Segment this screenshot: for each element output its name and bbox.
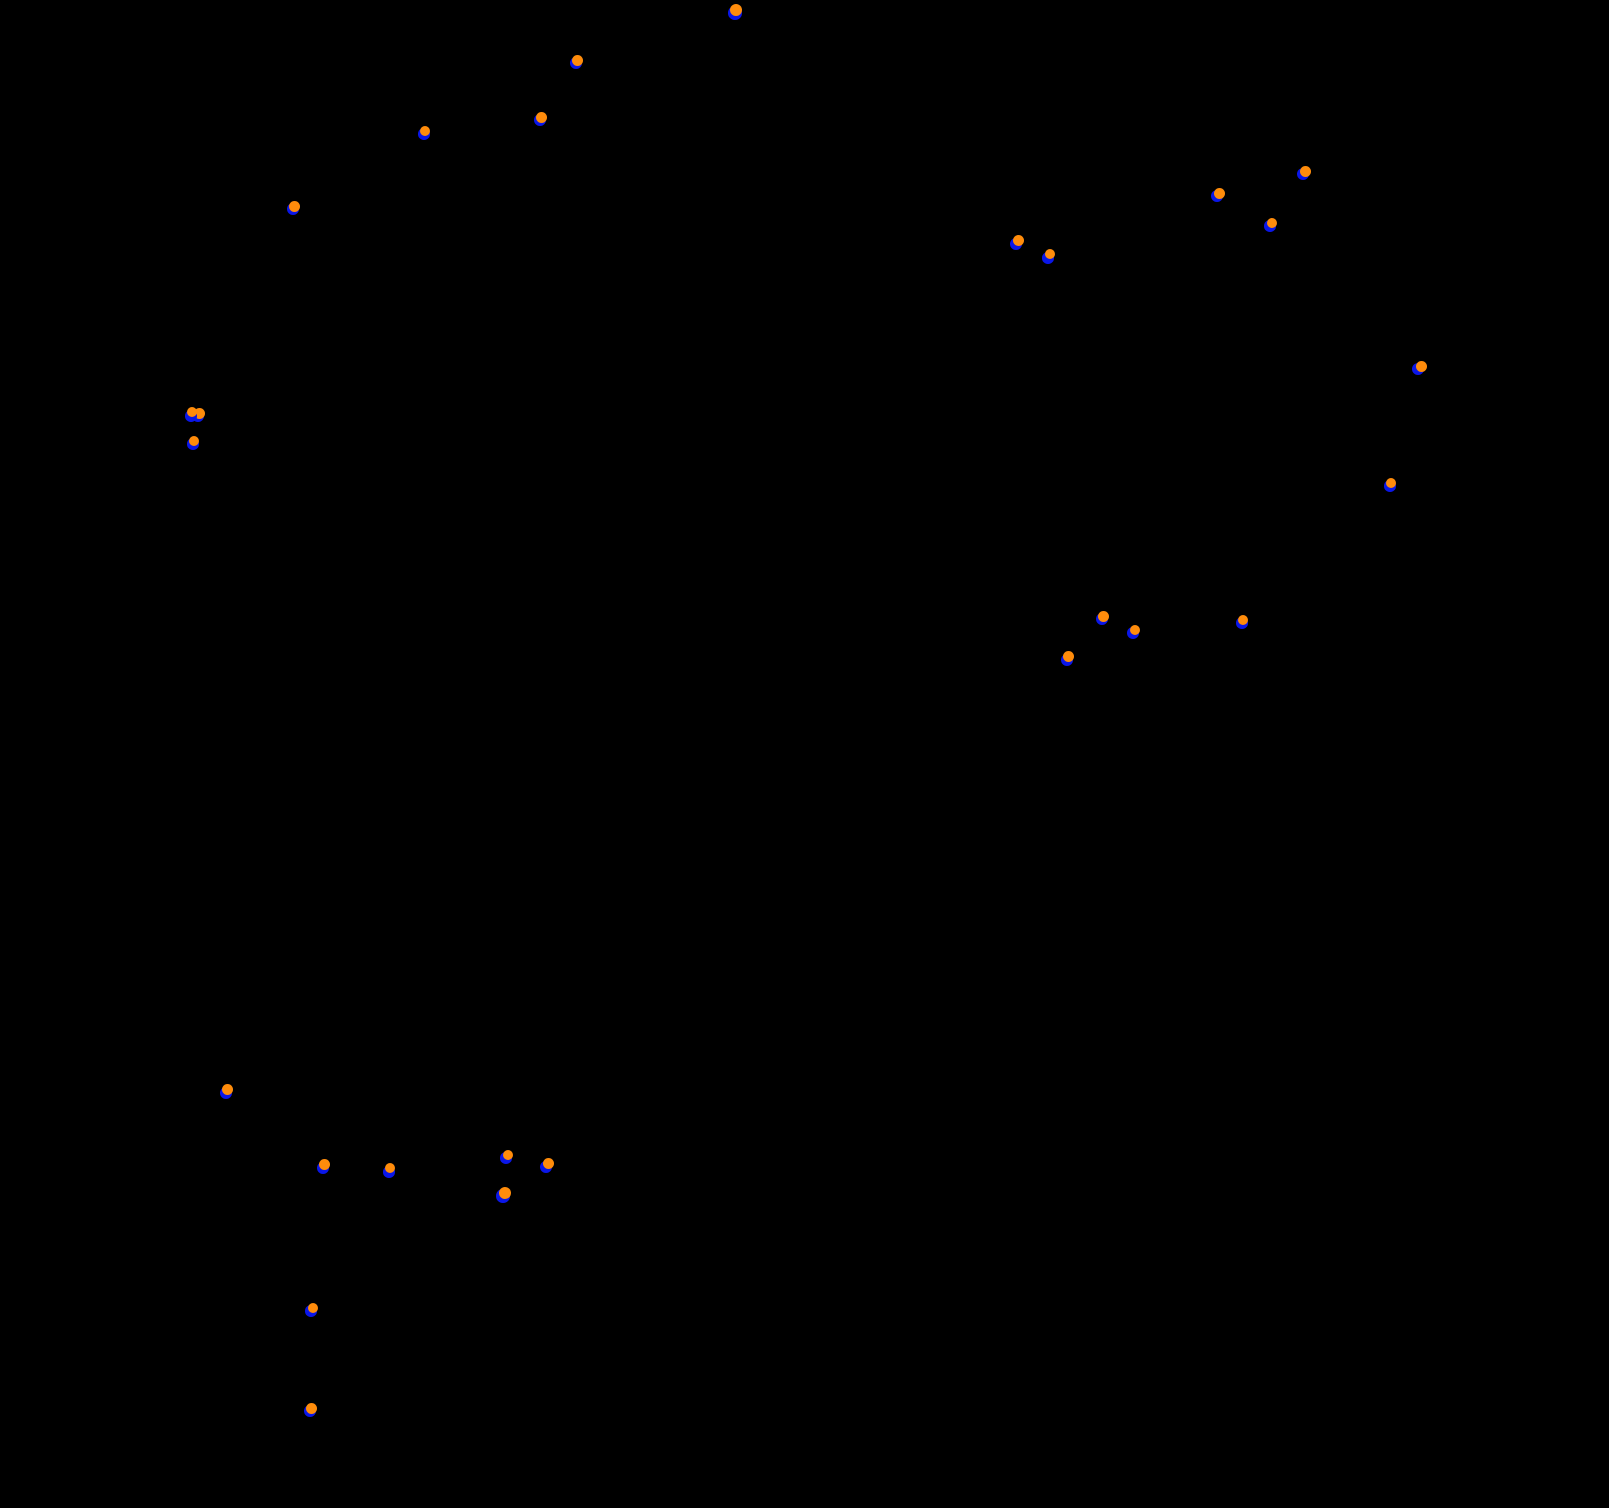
marker-core-icon [571, 54, 583, 66]
marker-core-icon [1415, 360, 1427, 372]
marker-core-icon [221, 1083, 233, 1095]
marker-core-icon [420, 126, 430, 136]
marker-core-icon [542, 1157, 554, 1169]
marker-core-icon [730, 4, 742, 16]
marker-core-icon [193, 407, 205, 419]
marker-core-icon [288, 200, 300, 212]
marker-core-icon [318, 1158, 330, 1170]
marker-core-icon [535, 111, 547, 123]
marker-core-icon [1062, 650, 1074, 662]
marker-core-icon [1097, 610, 1109, 622]
marker-core-icon [385, 1163, 395, 1173]
marker-core-icon [499, 1187, 511, 1199]
marker-core-icon [1267, 218, 1277, 228]
marker-core-icon [1213, 187, 1225, 199]
marker-core-icon [308, 1303, 318, 1313]
marker-core-icon [1238, 615, 1248, 625]
marker-core-icon [187, 407, 197, 417]
marker-core-icon [1045, 249, 1055, 259]
marker-core-icon [1012, 234, 1024, 246]
marker-core-icon [1299, 165, 1311, 177]
marker-core-icon [1386, 478, 1396, 488]
marker-core-icon [1130, 625, 1140, 635]
marker-core-icon [305, 1402, 317, 1414]
marker-core-icon [189, 436, 199, 446]
marker-core-icon [503, 1150, 513, 1160]
